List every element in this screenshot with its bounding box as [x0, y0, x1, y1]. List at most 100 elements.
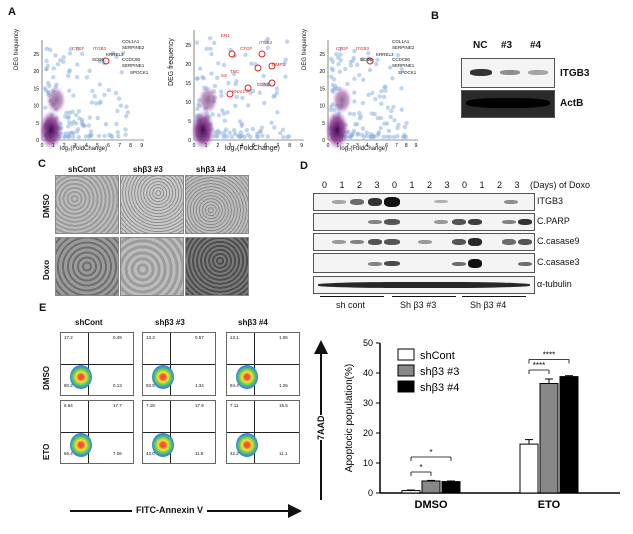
a2-gene-5: SNAI2 — [232, 89, 246, 94]
deg-point — [79, 117, 85, 123]
micrograph-dmso-shb3-3 — [120, 175, 184, 234]
deg-point — [399, 107, 404, 112]
deg-point — [383, 84, 388, 89]
deg-point — [66, 134, 71, 139]
deg-point — [274, 86, 280, 91]
deg-point — [269, 120, 274, 125]
bar — [539, 383, 559, 494]
deg-point — [246, 132, 251, 138]
deg-point — [115, 129, 120, 135]
deg-point — [258, 128, 263, 134]
d-group-1: sh cont — [336, 300, 366, 310]
a2-gene-6: TNC — [230, 69, 240, 74]
ytick-label: 10 — [33, 104, 39, 110]
deg-point — [123, 113, 129, 119]
deg-point — [234, 94, 240, 100]
e-x-arrow-head — [288, 504, 302, 518]
deg-point — [82, 123, 87, 129]
deg-point — [395, 133, 400, 139]
density-hotspot — [198, 86, 218, 114]
xtick-label: 9 — [300, 143, 303, 149]
deg-point — [249, 61, 254, 66]
deg-point — [53, 53, 58, 58]
deg-point — [74, 74, 80, 80]
quadrant-percent: 1.26 — [279, 383, 288, 388]
deg-point — [283, 57, 288, 62]
quadrant-percent: 1.06 — [279, 335, 288, 340]
deg-point — [377, 94, 382, 99]
density-hotspot — [46, 86, 66, 114]
deg-point — [61, 59, 66, 64]
d-day-label: 2 — [497, 180, 503, 190]
ytick-label: 25 — [185, 43, 191, 49]
a3-gene-ctgf: CTGF — [336, 46, 349, 51]
deg-point — [87, 115, 93, 120]
ytick-label: 5 — [36, 121, 39, 127]
deg-point — [345, 81, 350, 87]
quadrant-percent: 13.3 — [146, 335, 155, 340]
deg-point — [265, 134, 271, 139]
deg-point — [347, 134, 353, 140]
d-day-label: 2 — [427, 180, 433, 190]
deg-point — [261, 82, 266, 87]
deg-point — [96, 133, 102, 139]
deg-point — [374, 61, 379, 67]
deg-point — [334, 51, 339, 57]
deg-point — [43, 105, 48, 110]
deg-point — [275, 110, 280, 115]
deg-point — [357, 116, 363, 121]
deg-point — [44, 46, 50, 52]
deg-point — [209, 51, 214, 57]
quadrant-percent: 11.8 — [195, 451, 204, 456]
b-lane-3: #3 — [501, 40, 513, 51]
deg-point — [402, 124, 408, 130]
quadrant-percent: 17.9 — [195, 403, 204, 408]
deg-point — [260, 133, 265, 139]
deg-point — [75, 62, 80, 67]
a1-gene-5: SERPINE1 — [122, 63, 145, 68]
bar — [519, 443, 539, 494]
deg-point — [391, 134, 397, 140]
deg-point — [352, 99, 357, 104]
flow-plot: 13.1 1.06 84.4 1.26 — [226, 332, 300, 396]
deg-point — [387, 65, 393, 70]
a2-gene-0: EN1 — [221, 33, 230, 38]
a1-gene-itgb3: ITGB3 — [93, 46, 107, 51]
deg-point — [211, 40, 217, 46]
quadrant-percent: 7.11 — [230, 403, 239, 408]
d-group-2: Sh β3 #3 — [400, 300, 437, 310]
deg-point — [338, 47, 343, 52]
a2-xlabel: log₂(FoldChange) — [225, 145, 280, 152]
quadrant-percent: 0.13 — [113, 383, 122, 388]
highlight-marker — [244, 84, 252, 92]
xtick-label: 0 — [193, 143, 196, 149]
density-hotspot — [325, 110, 349, 150]
highlight-marker — [102, 57, 110, 65]
y-tick-label: 40 — [363, 368, 373, 378]
panel-label-d: D — [300, 160, 308, 172]
a1-gene-1: SERPINE2 — [122, 45, 145, 50]
deg-point — [97, 59, 103, 64]
ytick-label: 20 — [319, 69, 325, 75]
deg-point — [214, 75, 220, 81]
highlight-marker — [228, 50, 236, 58]
deg-point — [239, 121, 245, 127]
ytick-label: 25 — [33, 52, 39, 58]
b-blot-itgb3 — [461, 58, 555, 88]
deg-point — [70, 134, 76, 140]
deg-point — [328, 107, 334, 113]
legend-label: shβ3 #4 — [420, 382, 459, 394]
a3-gene-3: SCD5 — [360, 57, 373, 62]
deg-point — [365, 51, 371, 56]
deg-point — [385, 105, 391, 110]
micrograph-doxo-shb3-3 — [120, 237, 184, 296]
deg-point — [225, 110, 230, 115]
xtick-label: 3 — [74, 143, 77, 149]
a2-gene-3: MMP2 — [272, 62, 286, 67]
deg-point — [240, 95, 245, 101]
y-tick-label: 30 — [363, 398, 373, 408]
d-group-line-3 — [462, 296, 526, 297]
highlight-marker — [226, 90, 234, 98]
deg-point — [353, 122, 358, 127]
d-group-line-2 — [392, 296, 456, 297]
